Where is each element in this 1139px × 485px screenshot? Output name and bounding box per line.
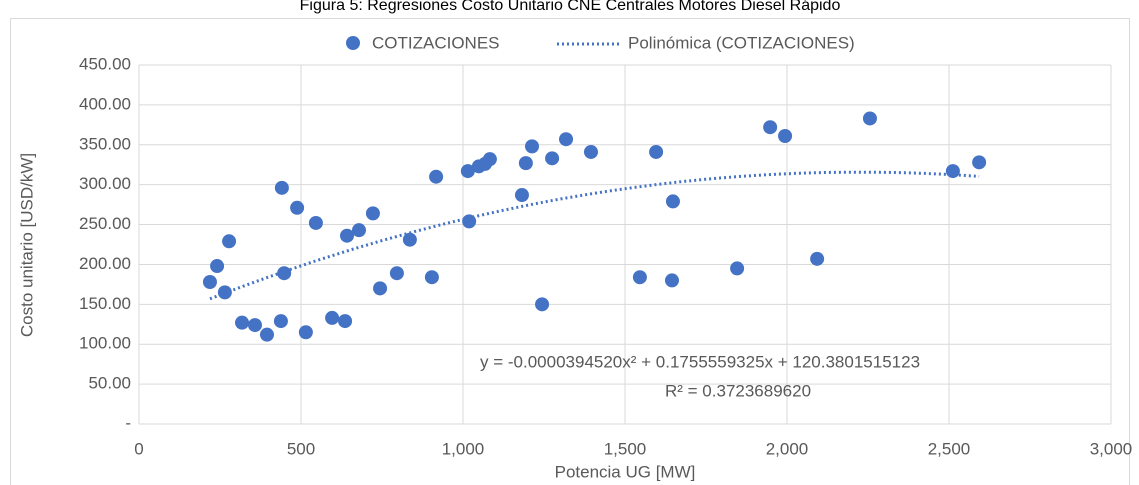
scatter-point — [535, 297, 550, 312]
scatter-point — [389, 266, 404, 281]
legend-marker — [346, 36, 360, 50]
scatter-point — [583, 144, 598, 159]
scatter-point — [972, 155, 987, 170]
y-tick-label: 350.00 — [79, 134, 131, 153]
scatter-point — [277, 266, 292, 281]
scatter-point — [810, 251, 825, 266]
y-tick-label: 250.00 — [79, 214, 131, 233]
scatter-point — [664, 273, 679, 288]
scatter-point — [351, 223, 366, 238]
y-tick-label: 400.00 — [79, 94, 131, 113]
x-tick-label: 0 — [134, 439, 143, 458]
scatter-point — [202, 274, 217, 289]
y-tick-label: 450.00 — [79, 54, 131, 73]
scatter-point — [222, 234, 237, 249]
scatter-point — [862, 111, 877, 126]
y-tick-label: 50.00 — [88, 374, 131, 393]
chart-frame — [10, 18, 1130, 485]
scatter-point — [298, 325, 313, 340]
y-axis-label: Costo unitario [USD/kW] — [17, 153, 36, 337]
scatter-point — [429, 169, 444, 184]
y-tick-label: 200.00 — [79, 254, 131, 273]
x-tick-label: 500 — [287, 439, 315, 458]
scatter-point — [338, 314, 353, 329]
scatter-point — [424, 270, 439, 285]
scatter-point — [365, 206, 380, 221]
trendline-r2: R² = 0.3723689620 — [665, 381, 811, 400]
y-tick-label: 150.00 — [79, 294, 131, 313]
scatter-point — [274, 180, 289, 195]
x-tick-label: 2,000 — [766, 439, 809, 458]
scatter-point — [559, 132, 574, 147]
scatter-point — [290, 200, 305, 215]
scatter-point — [632, 270, 647, 285]
x-tick-label: 3,000 — [1090, 439, 1133, 458]
scatter-point — [778, 129, 793, 144]
scatter-point — [482, 152, 497, 167]
scatter-point — [518, 156, 533, 171]
scatter-point — [210, 259, 225, 274]
scatter-point — [308, 215, 323, 230]
scatter-point — [259, 327, 274, 342]
scatter-point — [247, 318, 262, 333]
y-tick-label: - — [125, 413, 131, 432]
x-tick-label: 1,500 — [604, 439, 647, 458]
trendline-equation: y = -0.0000394520x² + 0.1755559325x + 12… — [480, 352, 920, 371]
scatter-point — [325, 310, 340, 325]
x-axis-label: Potencia UG [MW] — [555, 462, 696, 481]
scatter-point — [665, 194, 680, 209]
legend-label: Polinómica (COTIZACIONES) — [628, 33, 855, 52]
scatter-point — [649, 144, 664, 159]
legend-label: COTIZACIONES — [372, 33, 500, 52]
scatter-point — [945, 164, 960, 179]
scatter-point — [340, 228, 355, 243]
y-tick-label: 300.00 — [79, 174, 131, 193]
scatter-point — [460, 164, 475, 179]
scatter-point — [545, 151, 560, 166]
scatter-point — [273, 314, 288, 329]
x-tick-label: 1,000 — [442, 439, 485, 458]
chart-title: Figura 5: Regresiones Costo Unitario CNE… — [300, 0, 841, 14]
scatter-point — [525, 139, 540, 154]
x-tick-label: 2,500 — [928, 439, 971, 458]
scatter-point — [235, 315, 250, 330]
scatter-point — [730, 261, 745, 276]
scatter-point — [402, 232, 417, 247]
scatter-point — [373, 281, 388, 296]
scatter-point — [763, 120, 778, 135]
scatter-point — [514, 188, 529, 203]
trendline — [209, 170, 980, 301]
y-tick-label: 100.00 — [79, 334, 131, 353]
